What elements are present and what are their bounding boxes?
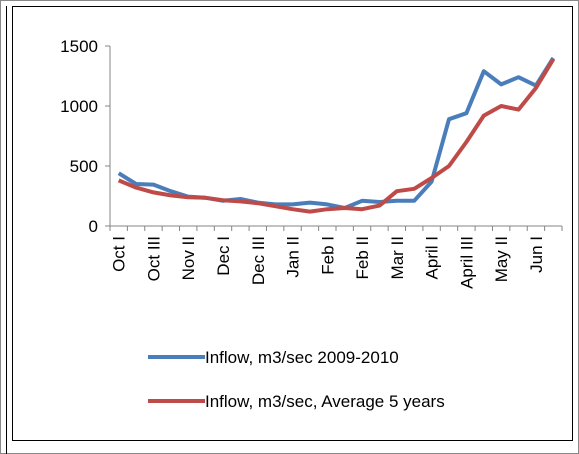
y-tick-label: 0 <box>89 217 98 236</box>
x-tick-label: April I <box>423 236 442 279</box>
y-tick-label: 1500 <box>60 37 98 56</box>
legend-label: Inflow, m3/sec 2009-2010 <box>205 348 399 367</box>
y-tick-label: 500 <box>70 157 98 176</box>
x-tick-label: Feb I <box>318 236 337 275</box>
x-tick-label: Dec I <box>214 236 233 276</box>
x-tick-label: Jun I <box>527 236 546 273</box>
x-tick-label: Oct I <box>110 236 129 272</box>
x-tick-label: Nov II <box>179 236 198 280</box>
x-tick-label: Feb II <box>353 236 372 279</box>
x-tick-label: Oct III <box>144 236 163 281</box>
x-tick-label: Dec III <box>249 236 268 285</box>
x-tick-label: May II <box>492 236 511 282</box>
legend-label: Inflow, m3/sec, Average 5 years <box>205 392 445 411</box>
x-tick-label: Jan II <box>284 236 303 278</box>
y-tick-label: 1000 <box>60 97 98 116</box>
x-tick-label: Mar II <box>388 236 407 279</box>
x-tick-label: April III <box>457 236 476 289</box>
series-line <box>117 58 556 214</box>
